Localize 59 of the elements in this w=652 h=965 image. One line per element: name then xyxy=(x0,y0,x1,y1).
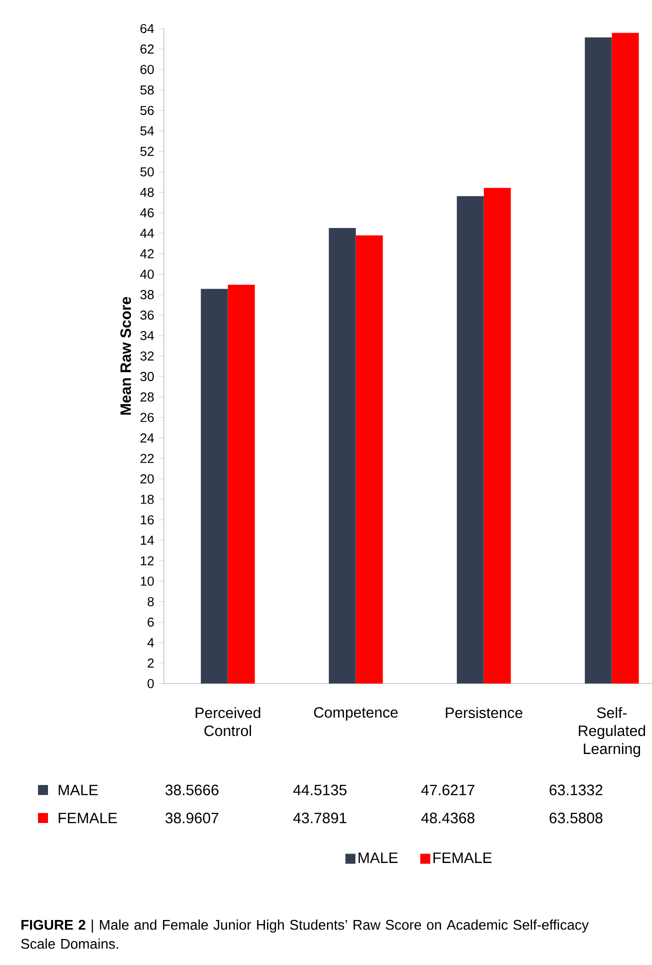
data-label: 48.4368 xyxy=(421,812,474,824)
bar xyxy=(456,196,484,684)
x-tick-label: Self-Regulated Learning xyxy=(578,707,646,758)
x-tick-label: Perceived Control xyxy=(196,707,260,736)
data-label: 63.5808 xyxy=(550,812,602,824)
y-axis-title: Mean Raw Score xyxy=(120,296,131,415)
bar xyxy=(356,235,383,684)
y-tick-label: 2 xyxy=(148,658,154,668)
data-label: 63.1332 xyxy=(550,784,602,796)
y-tick-label: 30 xyxy=(140,372,154,382)
y-tick-label: 32 xyxy=(140,351,154,361)
bar xyxy=(228,284,255,684)
y-tick-label: 16 xyxy=(140,515,154,524)
text: MALE xyxy=(358,852,398,863)
y-tick-label: 18 xyxy=(140,494,154,504)
y-tick-label: 0 xyxy=(148,678,154,688)
bar xyxy=(484,188,511,684)
bar xyxy=(328,228,356,684)
y-tick-label: 44 xyxy=(140,228,154,238)
data-label: 38.5666 xyxy=(165,784,218,796)
y-tick-label: 56 xyxy=(140,106,154,116)
x-tick-label: Persistence xyxy=(446,707,522,718)
y-tick-label: 46 xyxy=(140,208,154,218)
y-tick-label: 24 xyxy=(140,433,154,442)
y-tick-label: 60 xyxy=(140,64,154,74)
y-tick-label: 4 xyxy=(147,638,154,648)
legend-label: MALE xyxy=(58,784,98,796)
y-tick-label: 22 xyxy=(140,454,154,463)
data-label: 44.5135 xyxy=(293,784,346,796)
y-tick-label: 12 xyxy=(140,556,154,566)
text: FEMALE xyxy=(58,812,117,824)
y-tick-label: 50 xyxy=(140,167,154,176)
y-tick-label: 28 xyxy=(140,392,154,402)
text: FIGURE 2 | Male and Female Junior High Students’ Raw Score on Academic Self-efficacy Scale Domains. xyxy=(21,920,589,949)
y-tick-label: 8 xyxy=(148,597,154,606)
y-tick-label: 26 xyxy=(140,412,154,422)
data-label: 43.7891 xyxy=(293,812,346,824)
data-label: 38.9607 xyxy=(165,812,218,824)
bar xyxy=(200,288,228,684)
y-tick-label: 6 xyxy=(148,618,154,627)
y-tick-label: 62 xyxy=(140,44,154,54)
y-tick-label: 20 xyxy=(140,474,154,484)
y-tick-label: 48 xyxy=(140,188,154,197)
y-tick-label: 38 xyxy=(140,290,154,300)
y-tick-label: 64 xyxy=(140,24,154,34)
legend-label: FEMALE xyxy=(433,852,492,863)
y-tick-label: 58 xyxy=(140,85,154,95)
bar xyxy=(612,32,639,684)
y-tick-label: 42 xyxy=(140,249,154,258)
y-tick-label: 10 xyxy=(140,576,154,586)
y-tick-label: 40 xyxy=(140,270,154,279)
bar xyxy=(584,37,612,684)
x-tick-label: Competence xyxy=(314,707,398,721)
y-tick-label: 54 xyxy=(140,126,154,136)
data-label: 47.6217 xyxy=(421,784,474,796)
y-tick-label: 36 xyxy=(140,310,154,320)
y-tick-label: 34 xyxy=(140,330,154,340)
y-tick-label: 52 xyxy=(140,146,154,156)
y-tick-label: 14 xyxy=(140,536,154,545)
